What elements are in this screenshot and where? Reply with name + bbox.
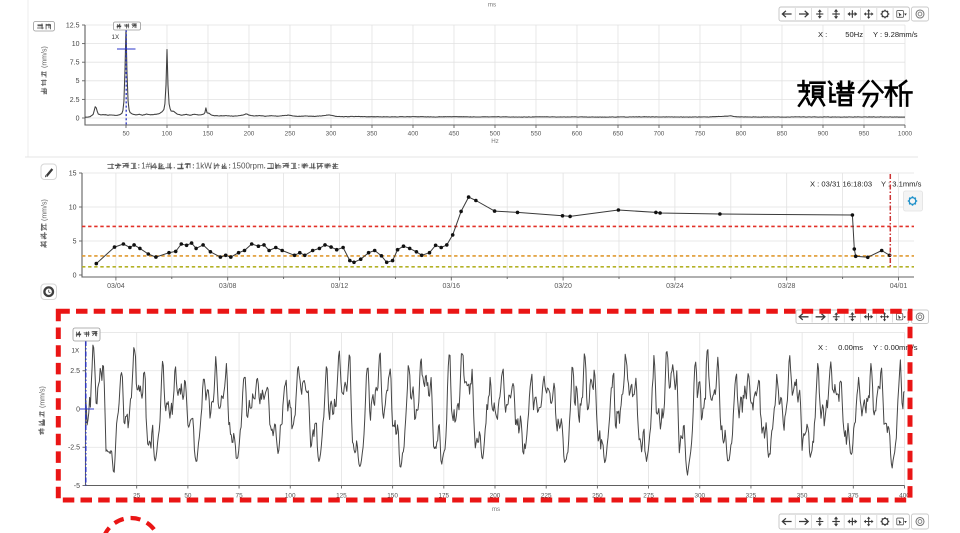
svg-text:(mm/s): (mm/s) — [42, 199, 49, 221]
svg-text:300: 300 — [694, 493, 705, 500]
svg-text:5: 5 — [76, 78, 80, 85]
svg-text:1X: 1X — [72, 348, 80, 355]
svg-text:600: 600 — [572, 131, 583, 138]
svg-text:10: 10 — [69, 204, 77, 211]
svg-text:10: 10 — [72, 41, 80, 48]
svg-text:50: 50 — [184, 493, 192, 500]
svg-text:75: 75 — [236, 493, 244, 500]
svg-text:950: 950 — [859, 131, 870, 138]
svg-text:150: 150 — [203, 131, 214, 138]
svg-text:1000: 1000 — [898, 131, 913, 138]
svg-text:7.5: 7.5 — [70, 60, 80, 67]
svg-text:325: 325 — [746, 493, 757, 500]
svg-text:350: 350 — [367, 131, 378, 138]
svg-text:300: 300 — [326, 131, 337, 138]
svg-text:0: 0 — [73, 272, 77, 279]
svg-text:X : 03/31 16:18:03: X : 03/31 16:18:03 — [810, 180, 872, 189]
svg-text:Hz: Hz — [491, 138, 499, 145]
svg-text:900: 900 — [818, 131, 829, 138]
svg-text:04/01: 04/01 — [890, 283, 908, 290]
svg-text:X :: X : — [818, 30, 827, 39]
svg-text:25: 25 — [133, 493, 141, 500]
svg-text:200: 200 — [490, 493, 501, 500]
svg-text:125: 125 — [336, 493, 347, 500]
svg-text:100: 100 — [162, 131, 173, 138]
svg-text:1#: 1# — [141, 162, 150, 171]
svg-text:Y : 9.28mm/s: Y : 9.28mm/s — [873, 30, 918, 39]
svg-text:175: 175 — [438, 493, 449, 500]
svg-text:225: 225 — [541, 493, 552, 500]
svg-text:03/12: 03/12 — [331, 283, 349, 290]
svg-text:650: 650 — [613, 131, 624, 138]
svg-text:800: 800 — [736, 131, 747, 138]
svg-text:03/24: 03/24 — [666, 283, 684, 290]
svg-text:03/16: 03/16 — [443, 283, 461, 290]
svg-text:450: 450 — [449, 131, 460, 138]
svg-text:1kW: 1kW — [196, 162, 212, 171]
svg-text:1X: 1X — [112, 34, 120, 41]
svg-text:0: 0 — [76, 115, 80, 122]
svg-text:1500rpm: 1500rpm — [232, 162, 264, 171]
svg-text:15: 15 — [69, 170, 77, 177]
svg-text:X :: X : — [818, 343, 827, 352]
svg-text:100: 100 — [285, 493, 296, 500]
svg-text:(mm/s): (mm/s) — [42, 46, 49, 68]
svg-text:350: 350 — [797, 493, 808, 500]
svg-text:50Hz: 50Hz — [845, 30, 863, 39]
svg-text:550: 550 — [531, 131, 542, 138]
svg-text:03/28: 03/28 — [778, 283, 796, 290]
svg-text:-2.5: -2.5 — [68, 445, 80, 452]
svg-text:375: 375 — [848, 493, 859, 500]
svg-text:275: 275 — [643, 493, 654, 500]
svg-text:0: 0 — [76, 406, 80, 413]
svg-text:ms: ms — [488, 2, 496, 9]
svg-text:03/04: 03/04 — [107, 283, 125, 290]
svg-text:50: 50 — [122, 131, 130, 138]
svg-text:Y : 3.1mm/s: Y : 3.1mm/s — [881, 180, 922, 189]
svg-text:03/20: 03/20 — [554, 283, 572, 290]
svg-text:200: 200 — [244, 131, 255, 138]
svg-text:Y : 0.00mm/s: Y : 0.00mm/s — [873, 343, 918, 352]
svg-text:150: 150 — [387, 493, 398, 500]
svg-text:12.5: 12.5 — [66, 22, 80, 29]
svg-text:2.5: 2.5 — [70, 97, 80, 104]
svg-text:400: 400 — [408, 131, 419, 138]
svg-text:400: 400 — [899, 493, 910, 500]
svg-text:2.5: 2.5 — [70, 368, 80, 375]
svg-text:250: 250 — [285, 131, 296, 138]
svg-text:03/08: 03/08 — [219, 283, 237, 290]
svg-text:-5: -5 — [74, 483, 80, 490]
svg-text:0.00ms: 0.00ms — [838, 343, 863, 352]
svg-text:ms: ms — [492, 506, 500, 513]
svg-text:850: 850 — [777, 131, 788, 138]
svg-text:250: 250 — [592, 493, 603, 500]
svg-text:500: 500 — [490, 131, 501, 138]
svg-text:750: 750 — [695, 131, 706, 138]
svg-text:5: 5 — [73, 238, 77, 245]
svg-text:(mm/s): (mm/s) — [40, 386, 47, 408]
svg-text:700: 700 — [654, 131, 665, 138]
